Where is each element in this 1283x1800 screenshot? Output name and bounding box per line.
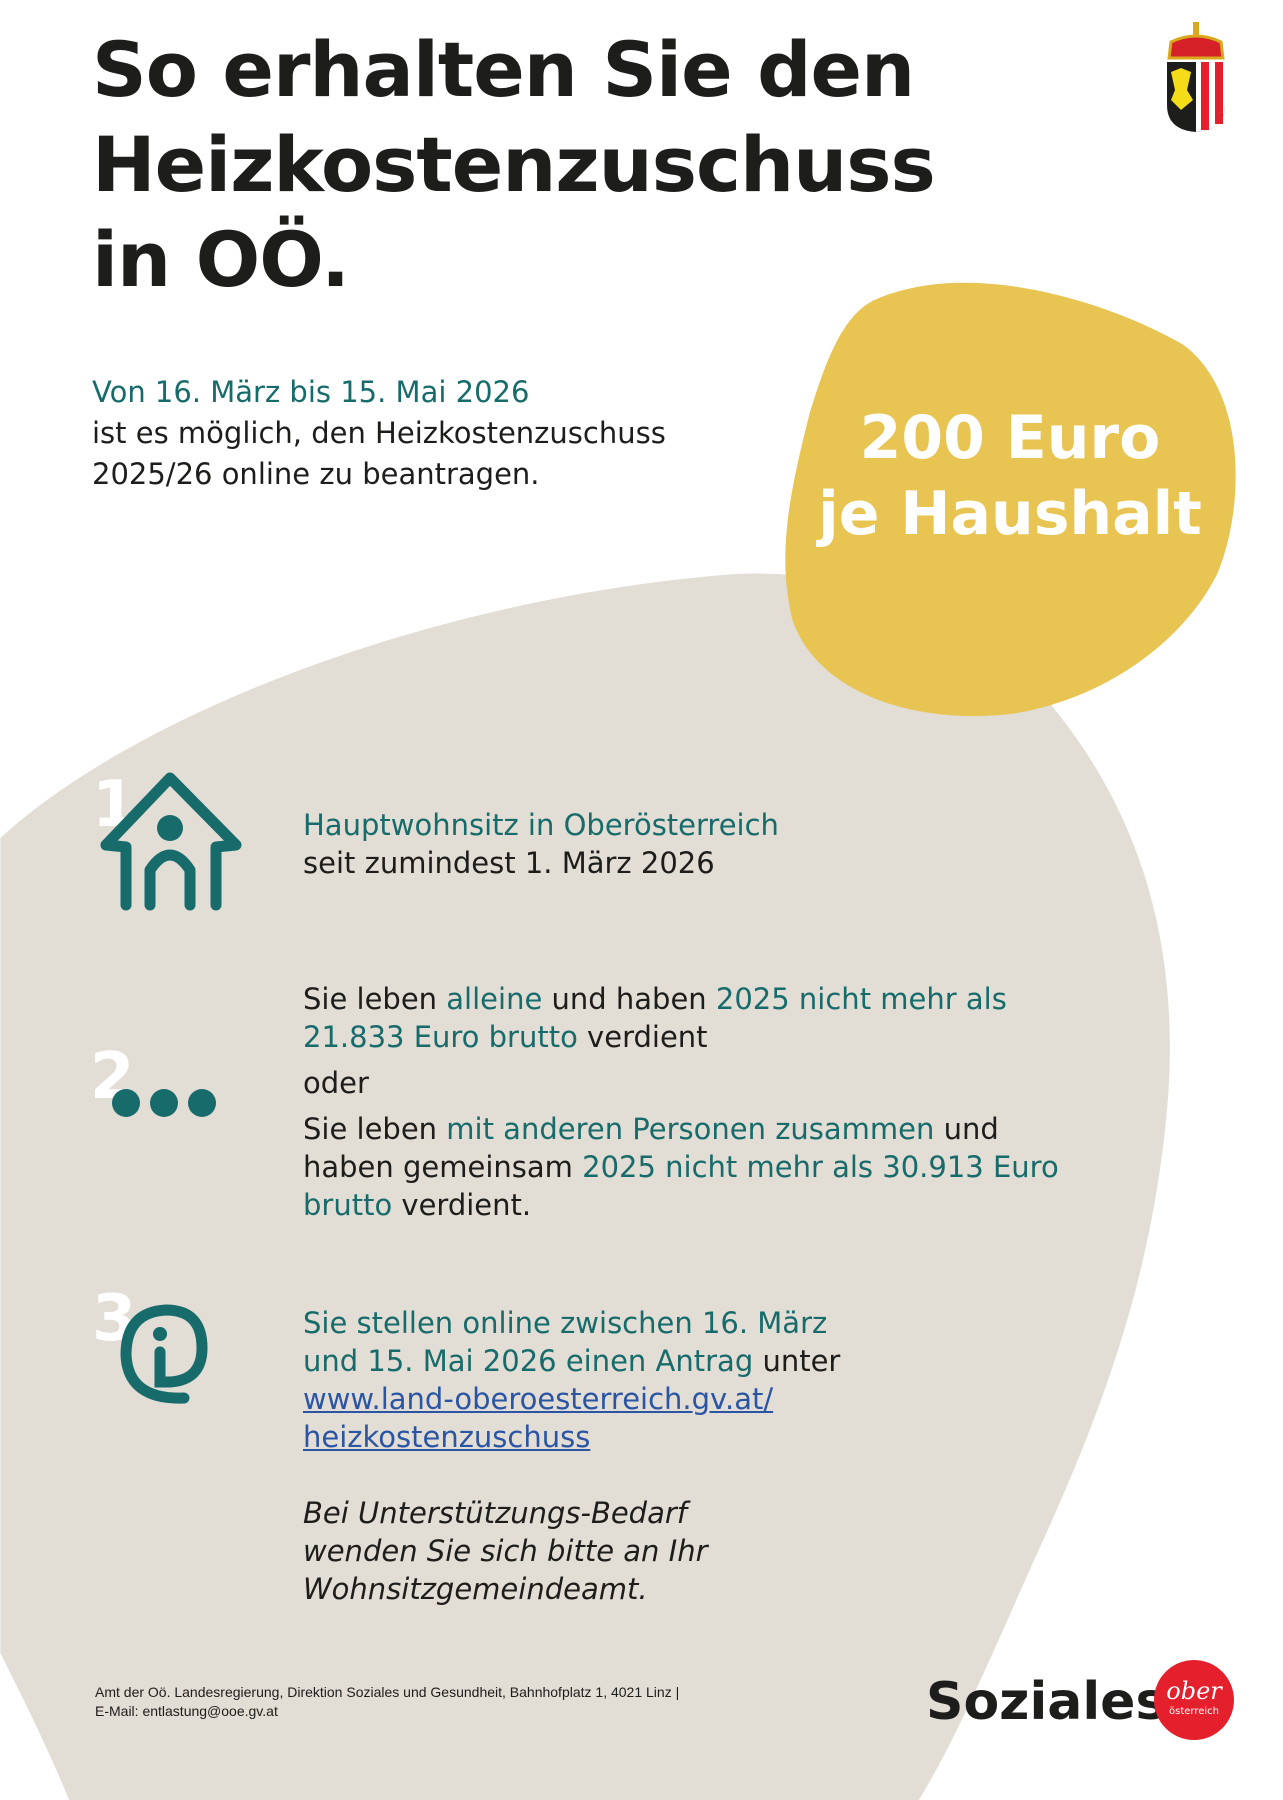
support-note: Bei Unterstützungs-Bedarf wenden Sie sic… [303, 1496, 708, 1606]
single-condition: Sie leben alleine und haben 2025 nicht m… [303, 980, 1083, 1056]
title-line: Heizkostenzuschuss [92, 120, 936, 209]
amount-line: je Haushalt [818, 479, 1202, 549]
step-text: seit zumindest 1. März 2026 [303, 846, 715, 880]
step-highlight: Hauptwohnsitz in Oberösterreich [303, 808, 779, 842]
house-person-icon [100, 772, 242, 911]
info-at-icon [120, 1304, 208, 1404]
household-condition: Sie leben mit anderen Personen zusammen … [303, 1110, 1083, 1224]
highlight: mit anderen Personen zusammen [446, 1112, 935, 1146]
text: und haben [542, 982, 716, 1016]
amount-badge: 200 Euro je Haushalt [780, 400, 1240, 552]
soziales-label: Soziales [926, 1672, 1167, 1732]
link-part[interactable]: www.land-oberoesterreich.gv.at/ [303, 1382, 774, 1416]
footer-email: E-Mail: entlastung@ooe.gv.at [95, 1703, 278, 1719]
text: verdient. [392, 1188, 532, 1222]
step-1-text: Hauptwohnsitz in Oberösterreich seit zum… [303, 806, 779, 882]
logo-text: ober [1166, 1677, 1222, 1705]
text: verdient [577, 1020, 708, 1054]
dots-icon [112, 1089, 216, 1117]
logo-text: österreich [1169, 1706, 1219, 1717]
text: Sie leben [303, 982, 447, 1016]
application-period: Von 16. März bis 15. Mai 2026 [92, 375, 530, 409]
text: Sie leben [303, 1112, 447, 1146]
footer-line: Amt der Oö. Landesregierung, Direktion S… [95, 1684, 680, 1700]
highlight: alleine [446, 982, 543, 1016]
text: und haben gemeinsam [303, 1112, 999, 1184]
link-part[interactable]: heizkostenzuschuss [303, 1420, 591, 1454]
footer-address: Amt der Oö. Landesregierung, Direktion S… [95, 1683, 679, 1721]
intro-text: Von 16. März bis 15. Mai 2026 ist es mög… [92, 372, 666, 495]
step-3-text: Sie stellen online zwischen 16. März und… [303, 1304, 883, 1608]
intro-line: ist es möglich, den Heizkostenzuschuss [92, 416, 666, 450]
title-line: So erhalten Sie den [92, 25, 915, 114]
yellow-blob [785, 282, 1236, 717]
coat-of-arms-icon [1167, 22, 1225, 132]
step-highlight: Sie stellen online zwischen 16. März und… [303, 1306, 828, 1378]
page-title: So erhalten Sie den Heizkostenzuschuss i… [92, 22, 936, 307]
step-2-text: Sie leben alleine und haben 2025 nicht m… [303, 980, 1083, 1224]
oberoesterreich-logo: ober österreich [1154, 1660, 1234, 1740]
beige-blob [0, 573, 1170, 1800]
highlight: 2025 nicht mehr als 30.913 Euro brutto [303, 1150, 1059, 1222]
title-line: in OÖ. [92, 215, 350, 304]
highlight: 2025 nicht mehr als 21.833 Euro brutto [303, 982, 1007, 1054]
or-label: oder [303, 1066, 369, 1100]
intro-line: 2025/26 online zu beantragen. [92, 457, 540, 491]
step-text: unter [753, 1344, 841, 1378]
application-link[interactable]: www.land-oberoesterreich.gv.at/heizkoste… [303, 1382, 773, 1454]
amount-line: 200 Euro [859, 403, 1161, 473]
